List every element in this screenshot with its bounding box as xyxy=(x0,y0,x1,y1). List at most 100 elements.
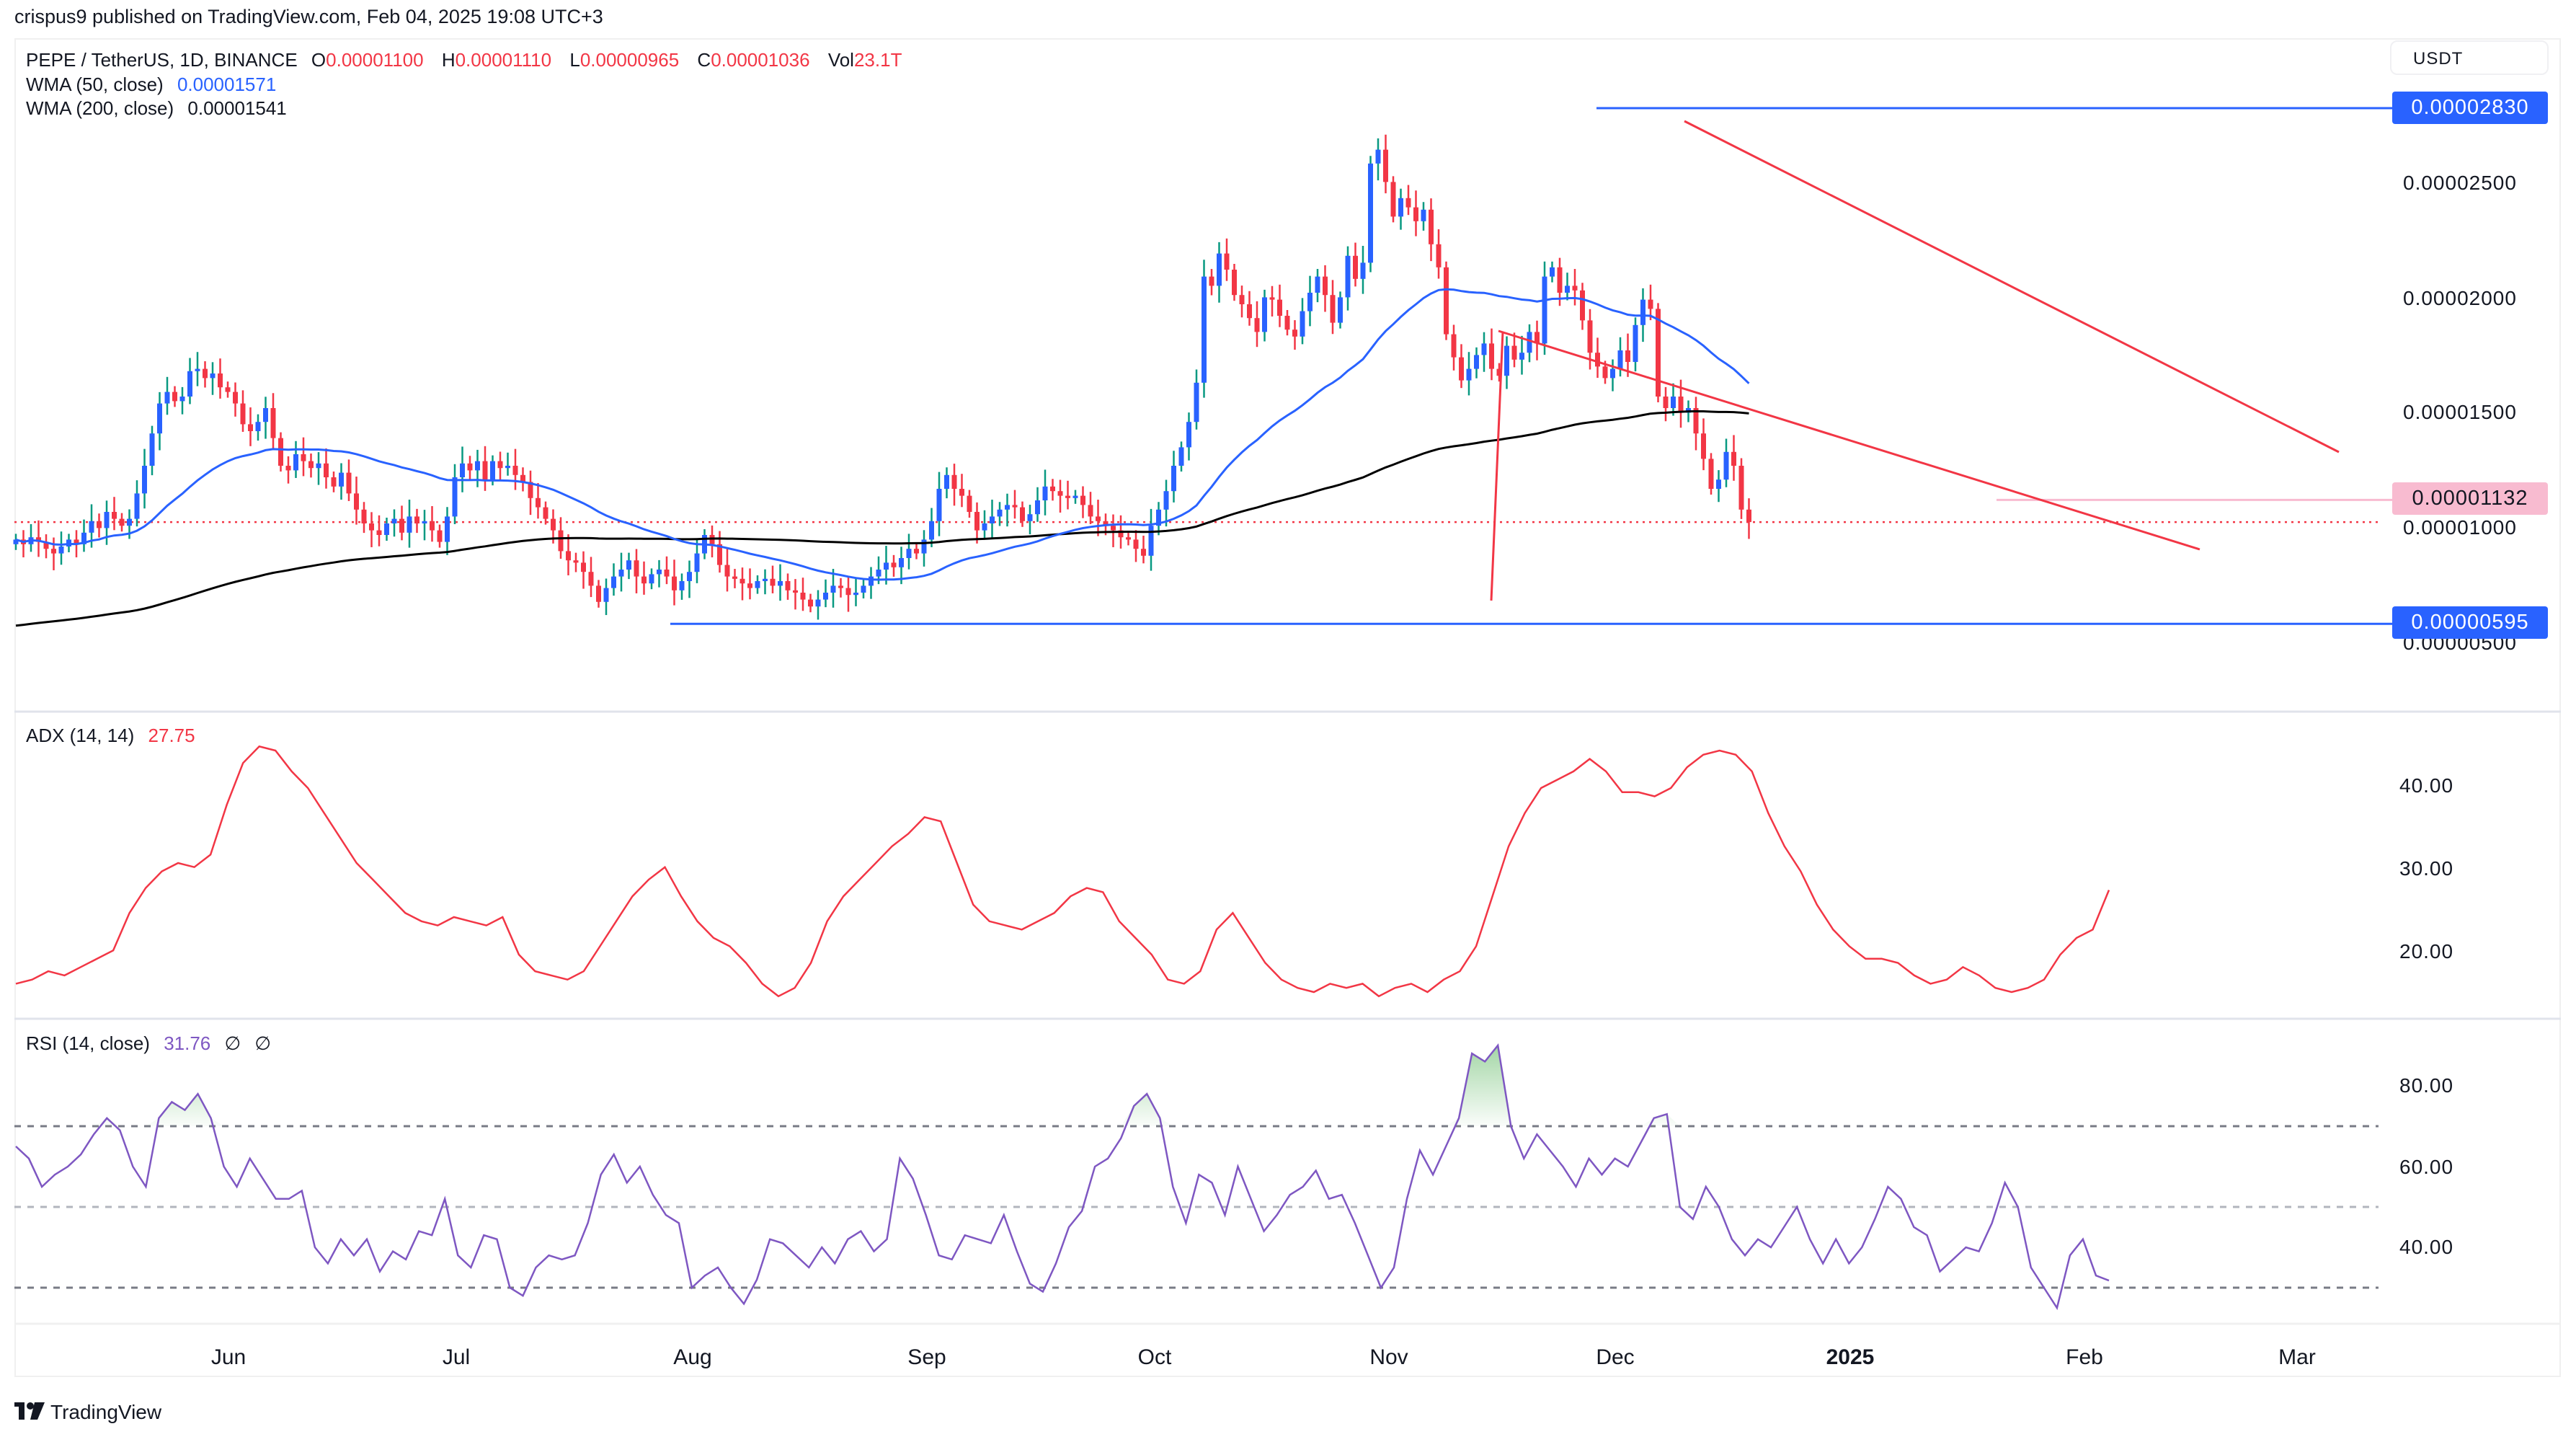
candle-down xyxy=(1580,290,1585,321)
candle-down xyxy=(225,387,231,392)
price-tick: 0.00002500 xyxy=(2403,172,2517,194)
candle-down xyxy=(233,391,238,404)
currency-selector[interactable]: USDT xyxy=(2390,40,2549,75)
candle-up xyxy=(490,461,495,480)
price-tick: 0.00002000 xyxy=(2403,287,2517,309)
candle-down xyxy=(1436,244,1442,267)
candle-up xyxy=(1542,276,1547,344)
candle-down xyxy=(747,583,752,588)
candle-down xyxy=(1353,255,1358,279)
candle-up xyxy=(687,572,692,581)
rsi-legend[interactable]: RSI (14, close) 31.76 ∅ ∅ xyxy=(26,1032,280,1055)
candle-up xyxy=(1360,262,1366,279)
candle-up xyxy=(505,466,510,469)
publish-info: crispus9 published on TradingView.com, F… xyxy=(14,6,603,27)
candle-down xyxy=(1496,368,1502,376)
candle-up xyxy=(921,539,927,554)
candle-down xyxy=(581,562,586,572)
wma200-legend[interactable]: WMA (200, close) 0.00001541 xyxy=(26,97,296,120)
candle-down xyxy=(376,530,382,535)
resistance-price-tag[interactable]: 0.00002830 xyxy=(2392,92,2548,124)
candle-down xyxy=(845,588,851,596)
candle-up xyxy=(861,585,866,593)
candle-up xyxy=(1027,514,1033,521)
price-tick: 0.00001500 xyxy=(2403,401,2517,423)
wma50-label: WMA (50, close) xyxy=(26,74,164,95)
candle-up xyxy=(1042,486,1048,500)
candle-down xyxy=(1405,198,1411,208)
candle-down xyxy=(1648,299,1653,309)
symbol-title[interactable]: PEPE / TetherUS, 1D, BINANCE xyxy=(26,49,298,71)
candle-down xyxy=(331,477,337,487)
candle-down xyxy=(240,403,246,425)
candle-down xyxy=(1595,353,1600,367)
rsi-label: RSI (14, close) xyxy=(26,1032,150,1054)
candle-down xyxy=(308,461,314,469)
candle-down xyxy=(1444,267,1449,335)
wma50-legend[interactable]: WMA (50, close) 0.00001571 xyxy=(26,74,285,96)
adx-legend[interactable]: ADX (14, 14) 27.75 xyxy=(26,725,204,747)
candle-up xyxy=(1421,209,1426,221)
candle-up xyxy=(58,547,64,554)
candle-down xyxy=(838,585,843,588)
candle-up xyxy=(1338,297,1343,323)
candle-up xyxy=(626,560,631,570)
candle-down xyxy=(1323,276,1328,296)
open-value: 0.00001100 xyxy=(326,49,424,71)
flagpole-line xyxy=(1490,331,1504,601)
adx-tick: 30.00 xyxy=(2399,857,2454,880)
candle-up xyxy=(179,397,185,402)
candle-up xyxy=(293,454,298,471)
candle-up xyxy=(657,570,662,575)
tradingview-logo[interactable]: TradingView xyxy=(14,1399,161,1425)
candle-up xyxy=(195,368,200,371)
candle-down xyxy=(324,463,329,477)
time-label-jul: Jul xyxy=(442,1345,471,1369)
candle-up xyxy=(1716,479,1721,489)
candle-down xyxy=(634,560,639,577)
candle-down xyxy=(770,578,776,586)
candle-down xyxy=(672,576,677,590)
upper-trendline xyxy=(1684,120,2340,454)
candle-up xyxy=(823,593,828,600)
candle-down xyxy=(1269,297,1275,300)
candle-down xyxy=(270,408,276,438)
candle-up xyxy=(906,549,912,558)
rsi-na-1: ∅ xyxy=(224,1032,241,1054)
candle-up xyxy=(869,576,874,586)
candle-down xyxy=(808,599,813,607)
candle-up xyxy=(1633,324,1638,362)
candle-down xyxy=(959,489,964,496)
rsi-tick: 80.00 xyxy=(2399,1074,2454,1097)
candle-down xyxy=(437,530,443,542)
candle-up xyxy=(104,512,110,528)
candle-up xyxy=(255,422,261,431)
wma50-line xyxy=(15,288,1750,581)
candle-up xyxy=(1178,447,1184,466)
candle-up xyxy=(1375,149,1381,164)
candle-down xyxy=(301,454,306,461)
candle-down xyxy=(536,497,541,508)
candle-up xyxy=(815,599,821,607)
candle-down xyxy=(1663,397,1669,408)
chart-frame xyxy=(14,38,2561,1377)
time-label-aug: Aug xyxy=(673,1345,712,1369)
candle-up xyxy=(611,576,616,588)
wma200-value: 0.00001541 xyxy=(187,97,287,119)
candle-up xyxy=(1345,255,1351,298)
candle-down xyxy=(664,570,670,577)
candle-down xyxy=(1012,505,1018,508)
support-price-tag[interactable]: 0.00000595 xyxy=(2392,606,2548,639)
alert-price-tag[interactable]: 0.00001132 xyxy=(2392,482,2548,515)
candle-up xyxy=(13,539,19,544)
candle-down xyxy=(1459,357,1464,381)
candle-down xyxy=(724,565,730,577)
candle-up xyxy=(1315,276,1320,293)
candle-up xyxy=(876,570,881,577)
candle-up xyxy=(164,391,170,404)
candle-down xyxy=(285,466,291,471)
candle-up xyxy=(1723,451,1729,480)
candle-down xyxy=(512,466,518,475)
candle-up xyxy=(1217,253,1222,286)
